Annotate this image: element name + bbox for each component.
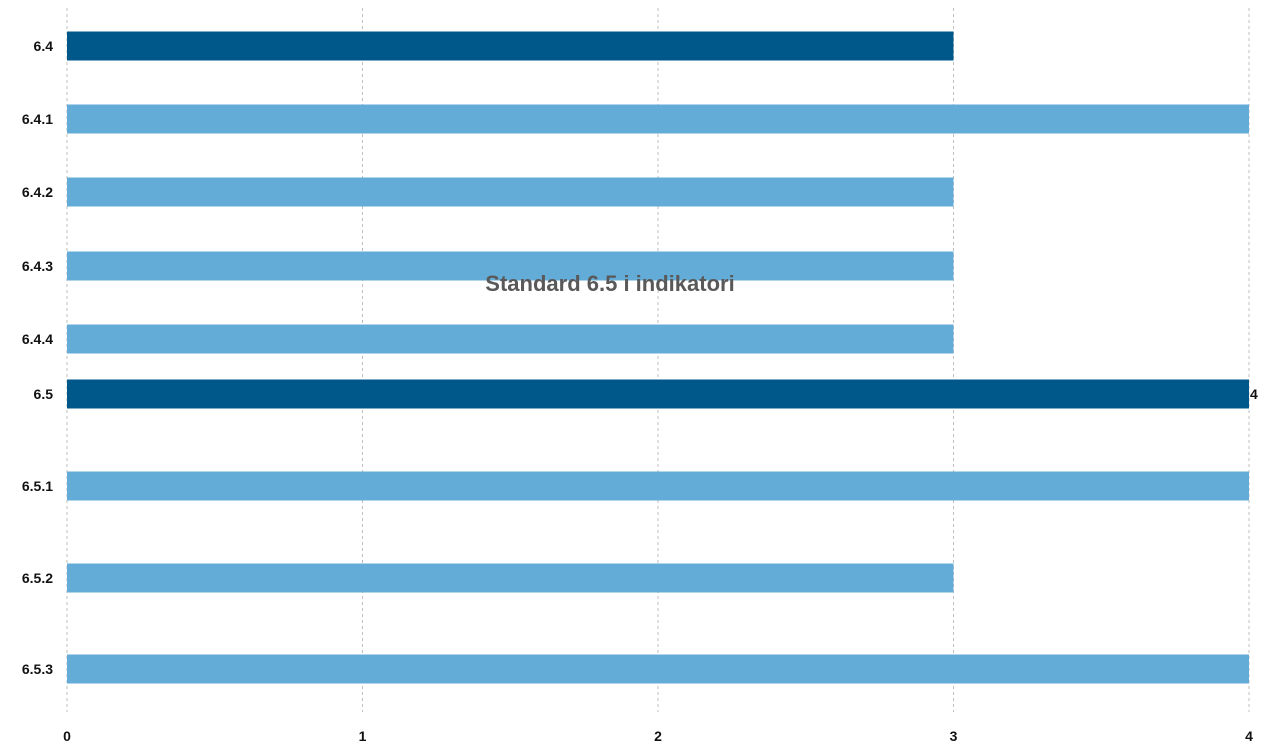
category-label-6.4.1: 6.4.1 <box>22 111 53 127</box>
x-tick-label-2: 2 <box>654 728 662 744</box>
bars <box>67 31 1249 684</box>
category-label-6.5.1: 6.5.1 <box>22 478 53 494</box>
category-label-6.4.2: 6.4.2 <box>22 184 53 200</box>
bar-6.5.3 <box>67 654 1249 684</box>
x-tick-label-3: 3 <box>950 728 958 744</box>
bar-6.4.3 <box>67 251 954 281</box>
category-label-6.5.2: 6.5.2 <box>22 570 53 586</box>
x-tick-label-4: 4 <box>1245 728 1253 744</box>
x-tick-label-0: 0 <box>63 728 71 744</box>
chart-title: Standard 6.5 i indikatori <box>485 271 734 296</box>
bar-6.4.2 <box>67 177 954 207</box>
bar-6.4 <box>67 31 954 61</box>
bar-6.4.1 <box>67 104 1249 134</box>
x-tick-label-1: 1 <box>359 728 367 744</box>
data-label-6.5: 4 <box>1250 386 1258 402</box>
category-label-6.4.3: 6.4.3 <box>22 258 53 274</box>
category-label-6.5.3: 6.5.3 <box>22 661 53 677</box>
x-tick-labels: 0 1 2 3 4 <box>63 728 1253 744</box>
category-labels: 6.4 6.4.1 6.4.2 6.4.3 6.4.4 6.5 6.5.1 6.5.2 6.5.… <box>22 38 53 677</box>
bar-6.5.2 <box>67 563 954 593</box>
bar-6.4.4 <box>67 324 954 354</box>
category-label-6.5: 6.5 <box>34 386 54 402</box>
bar-6.5 <box>67 379 1249 409</box>
data-labels: 4 <box>1250 386 1258 402</box>
category-label-6.4.4: 6.4.4 <box>22 331 53 347</box>
bar-6.5.1 <box>67 471 1249 501</box>
category-label-6.4: 6.4 <box>34 38 54 54</box>
